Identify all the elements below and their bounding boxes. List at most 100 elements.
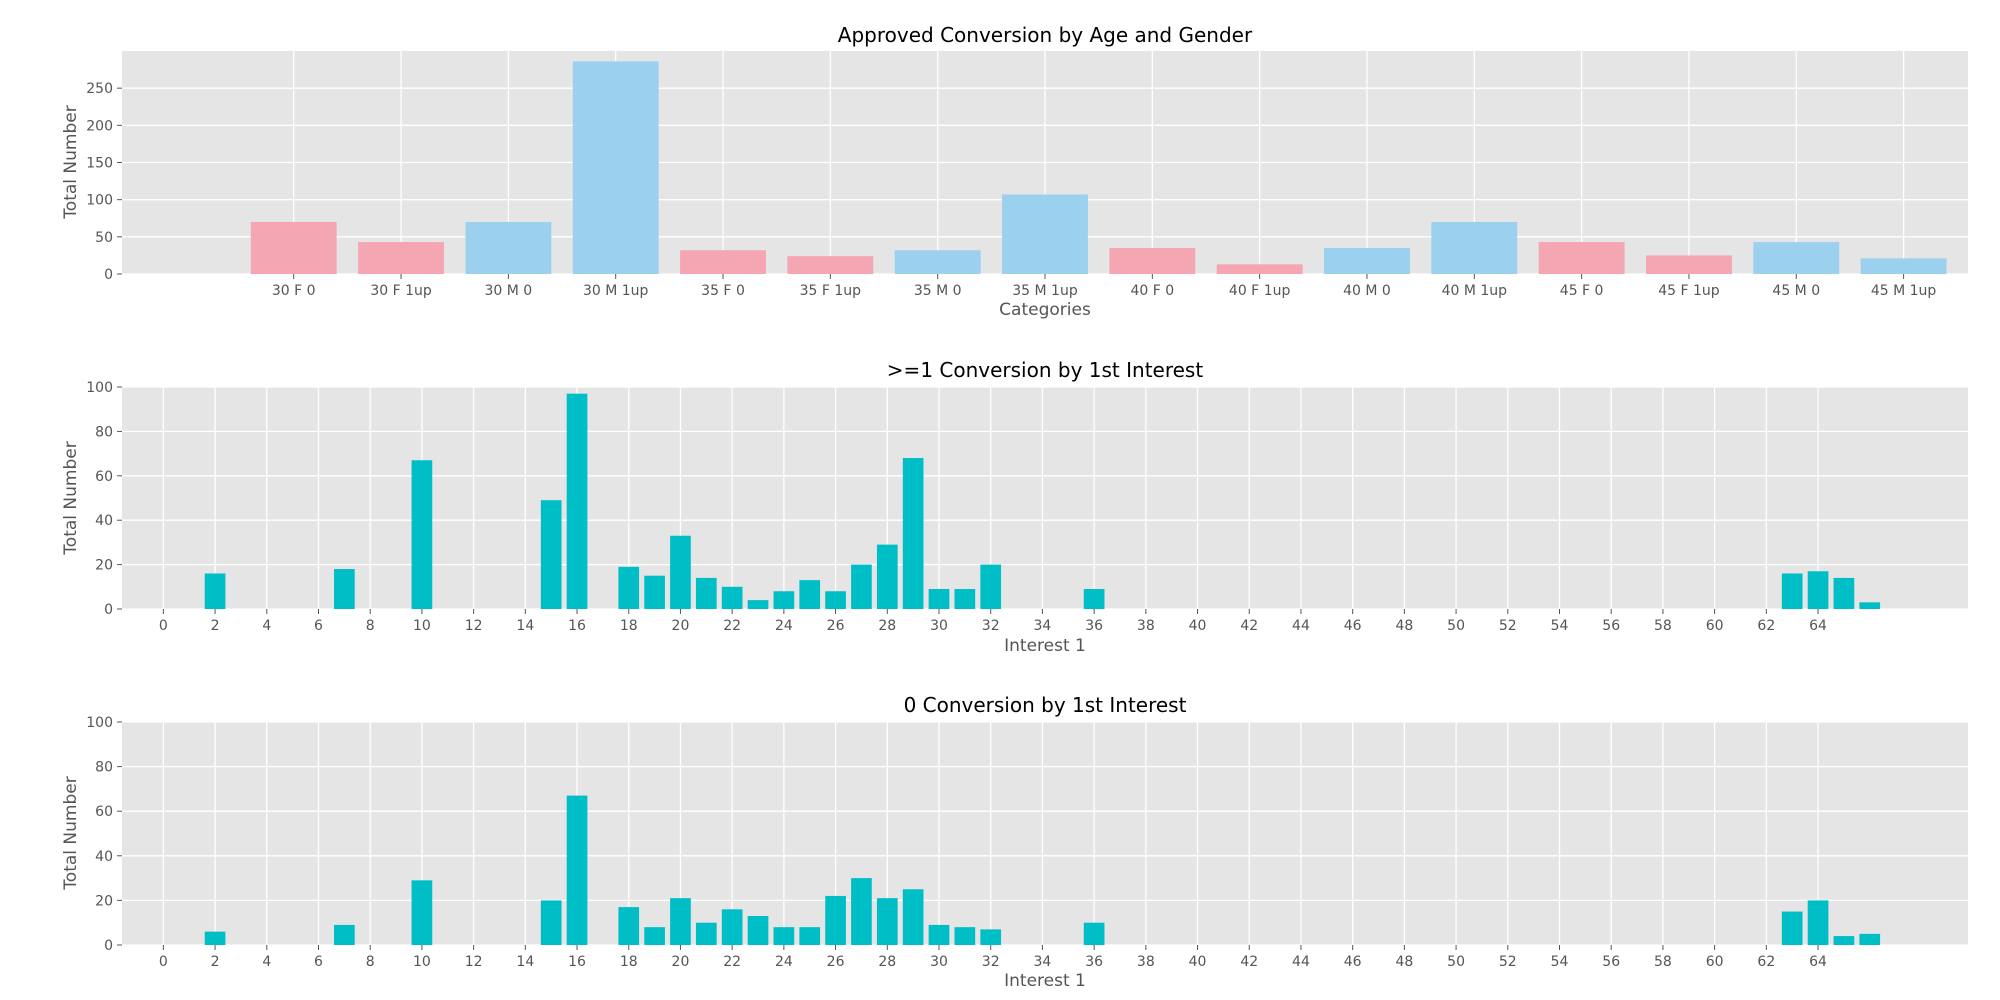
x-tick-label: 6 [314,618,323,634]
x-tick-label: 28 [878,954,896,970]
x-axis-label: Categories [999,300,1091,320]
plot-area [122,387,1968,609]
x-tick-label: 8 [366,954,375,970]
x-tick-label: 26 [827,618,845,634]
x-tick-label: 44 [1292,618,1310,634]
y-tick-label: 200 [86,118,113,134]
bar [204,573,226,609]
x-tick-label: 18 [620,954,638,970]
x-tick-label: 54 [1551,954,1569,970]
bar [680,250,766,274]
y-tick-label: 80 [95,424,113,440]
x-tick-label: 45 M 1up [1871,283,1937,299]
bar [204,931,226,945]
x-tick-label: 40 F 0 [1130,283,1174,299]
bar [618,907,640,945]
x-tick-label: 40 M 1up [1442,283,1508,299]
x-tick-label: 42 [1240,618,1258,634]
x-tick-label: 10 [413,618,431,634]
chart-title: >=1 Conversion by 1st Interest [887,358,1204,382]
bar [411,460,433,609]
x-tick-label: 35 F 0 [701,283,745,299]
bar [825,591,846,609]
bar [1216,264,1303,274]
x-tick-label: 12 [465,954,483,970]
x-tick-label: 22 [723,618,741,634]
bar [954,927,976,945]
plot-area [122,722,1968,945]
x-tick-label: 0 [159,954,168,970]
bar [851,564,872,609]
bar [721,909,743,945]
y-tick-label: 0 [104,267,113,283]
x-tick-label: 22 [723,954,741,970]
x-tick-label: 24 [775,618,793,634]
bar [954,589,976,609]
bar [1859,933,1881,945]
y-tick-label: 0 [104,938,113,954]
bar [1807,571,1829,609]
x-tick-label: 35 M 0 [914,283,962,299]
bar [670,535,691,609]
bar [825,895,846,945]
bar [695,922,717,945]
x-tick-label: 40 [1189,618,1207,634]
bar [644,575,665,609]
x-tick-label: 38 [1137,618,1155,634]
x-tick-label: 56 [1602,618,1620,634]
x-tick-label: 26 [827,954,845,970]
x-tick-label: 4 [262,618,271,634]
x-axis-label: Interest 1 [1004,971,1086,991]
x-tick-label: 34 [1034,954,1052,970]
bar [1781,911,1803,945]
bar [1833,577,1855,609]
bar [334,569,355,609]
y-axis-label: Total Number [61,776,81,890]
y-axis-label: Total Number [61,441,81,555]
x-tick-label: 30 F 0 [272,283,316,299]
bar [1859,602,1881,609]
bar [799,580,821,609]
x-tick-label: 4 [262,954,271,970]
x-tick-label: 38 [1137,954,1155,970]
x-tick-label: 50 [1447,618,1465,634]
x-tick-label: 54 [1551,618,1569,634]
x-tick-label: 52 [1499,954,1517,970]
y-tick-label: 40 [95,849,113,865]
bar [876,898,898,945]
x-tick-label: 60 [1706,618,1724,634]
bar [902,889,924,945]
x-tick-label: 46 [1344,618,1362,634]
y-tick-label: 100 [86,380,113,396]
x-tick-label: 28 [878,618,896,634]
x-tick-label: 2 [211,618,220,634]
bar [250,221,337,274]
y-axis-label: Total Number [61,105,81,219]
x-tick-label: 56 [1602,954,1620,970]
bar [721,586,743,609]
x-tick-label: 30 M 1up [583,283,649,299]
bar [1860,258,1947,274]
bar [540,500,562,609]
x-tick-label: 35 F 1up [800,283,862,299]
bar [1002,194,1088,274]
y-tick-label: 250 [86,81,113,97]
chart-title: Approved Conversion by Age and Gender [838,23,1253,47]
x-tick-label: 16 [568,954,586,970]
chart-age-gender: 0 50 100 150 200 250 30 F 0 30 F 1up 30 M 0 30 M … [61,23,1968,320]
x-tick-label: 45 F 1up [1658,283,1720,299]
bar [799,927,821,945]
x-tick-label: 58 [1654,618,1672,634]
bar [980,929,1002,945]
x-tick-label: 36 [1085,954,1103,970]
bar [1646,255,1732,274]
bar [566,795,588,945]
x-tick-label: 40 M 0 [1343,283,1391,299]
bar [465,221,552,274]
y-tick-label: 60 [95,804,113,820]
x-tick-label: 64 [1809,954,1827,970]
x-tick-label: 62 [1757,618,1775,634]
